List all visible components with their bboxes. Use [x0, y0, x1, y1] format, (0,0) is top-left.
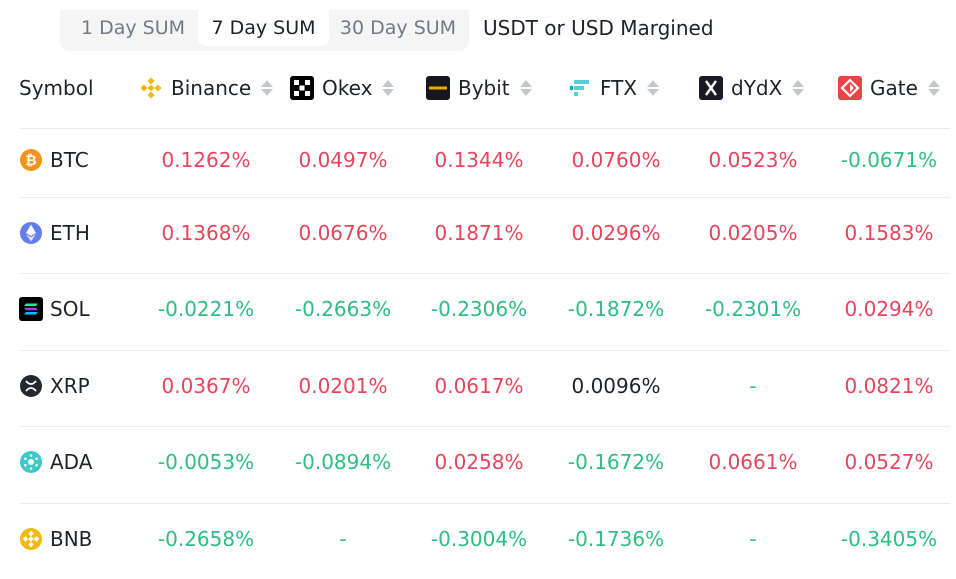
symbol-label: ADA	[50, 450, 93, 474]
row-divider	[19, 503, 950, 504]
column-header-label: Okex	[322, 76, 373, 100]
rate-okex: 0.0201%	[298, 374, 388, 398]
ftx-logo-icon	[570, 80, 589, 96]
tab-1-day-sum[interactable]: 1 Day SUM	[80, 17, 186, 39]
rate-binance: 0.1368%	[161, 221, 251, 245]
bybit-logo-icon	[426, 76, 450, 100]
tab-7-day-sum[interactable]: 7 Day SUM	[198, 10, 329, 46]
column-header-bybit[interactable]: Bybit	[426, 66, 532, 110]
rate-gate: 0.1583%	[844, 221, 934, 245]
rate-binance: -0.0221%	[157, 297, 255, 321]
margin-type-label: USDT or USD Margined	[483, 16, 714, 40]
column-header-okex[interactable]: Okex	[290, 66, 395, 110]
rate-ftx: -0.1872%	[567, 297, 665, 321]
symbol-cell: ADA	[19, 442, 92, 482]
table-row[interactable]: ADA -0.0053% -0.0894% 0.0258% -0.1672% 0…	[0, 442, 956, 482]
symbol-cell: ₿ BTC	[19, 140, 89, 180]
column-header-dydx[interactable]: dYdX	[699, 66, 805, 110]
rate-gate: 0.0527%	[844, 450, 934, 474]
rate-gate: 0.0294%	[844, 297, 934, 321]
rate-ftx: 0.0296%	[571, 221, 661, 245]
rate-dydx: 0.0661%	[708, 450, 798, 474]
rate-gate: -0.0671%	[840, 148, 938, 172]
svg-text:₿: ₿	[25, 153, 36, 169]
period-tabs: 1 Day SUM 7 Day SUM 30 Day SUM	[60, 10, 469, 51]
column-header-label: FTX	[600, 76, 638, 100]
rate-ftx: 0.0760%	[571, 148, 661, 172]
rate-okex: -0.2663%	[294, 297, 392, 321]
rate-binance: -0.0053%	[157, 450, 255, 474]
tab-30-day-sum[interactable]: 30 Day SUM	[339, 17, 457, 39]
column-header-label: Gate	[870, 76, 918, 100]
rate-okex: 0.0497%	[298, 148, 388, 172]
row-divider	[19, 350, 950, 351]
symbol-cell: ETH	[19, 213, 90, 253]
rate-bybit: 0.1344%	[434, 148, 524, 172]
symbol-label: SOL	[50, 297, 90, 321]
rate-binance: 0.0367%	[161, 374, 251, 398]
okex-logo-icon	[290, 76, 314, 100]
table-row[interactable]: BNB -0.2658% - -0.3004% -0.1736% - -0.34…	[0, 519, 956, 559]
binance-logo-icon	[140, 77, 162, 99]
btc-icon: ₿	[20, 149, 42, 171]
sort-arrows-icon[interactable]	[927, 80, 940, 96]
table-row[interactable]: SOL -0.0221% -0.2663% -0.2306% -0.1872% …	[0, 289, 956, 329]
rate-bybit: -0.3004%	[430, 527, 528, 551]
table-header: Symbol Binance Okex	[0, 66, 956, 110]
sol-icon	[19, 297, 43, 321]
eth-icon	[20, 222, 42, 244]
rate-bybit: 0.0258%	[434, 450, 524, 474]
rate-okex: 0.0676%	[298, 221, 388, 245]
row-divider	[19, 273, 950, 274]
column-header-symbol: Symbol	[19, 76, 94, 100]
rate-okex: -0.0894%	[294, 450, 392, 474]
row-divider	[19, 426, 950, 427]
symbol-label: BNB	[50, 527, 93, 551]
rate-bybit: -0.2306%	[430, 297, 528, 321]
gate-logo-icon	[838, 76, 862, 100]
ada-icon	[20, 451, 42, 473]
table-row[interactable]: ₿ BTC 0.1262% 0.0497% 0.1344% 0.0760% 0.…	[0, 140, 956, 180]
dydx-logo-icon	[699, 76, 723, 100]
column-header-gate[interactable]: Gate	[838, 66, 940, 110]
symbol-label: XRP	[50, 374, 90, 398]
sort-arrows-icon[interactable]	[792, 80, 805, 96]
bnb-icon	[20, 528, 42, 550]
rate-binance: -0.2658%	[157, 527, 255, 551]
rate-dydx: 0.0205%	[708, 221, 798, 245]
rate-gate: -0.3405%	[840, 527, 938, 551]
rate-bybit: 0.0617%	[434, 374, 524, 398]
column-header-ftx[interactable]: FTX	[568, 66, 660, 110]
rate-ftx: -0.1672%	[567, 450, 665, 474]
rate-ftx: 0.0096%	[571, 374, 661, 398]
rate-binance: 0.1262%	[161, 148, 251, 172]
column-header-binance[interactable]: Binance	[139, 66, 274, 110]
column-header-label: dYdX	[731, 76, 783, 100]
rate-ftx: -0.1736%	[567, 527, 665, 551]
rate-dydx: -0.2301%	[704, 297, 802, 321]
column-header-label: Binance	[171, 76, 252, 100]
sort-arrows-icon[interactable]	[261, 80, 274, 96]
xrp-icon	[20, 375, 42, 397]
sort-arrows-icon[interactable]	[382, 80, 395, 96]
rate-okex: -	[339, 527, 347, 551]
rate-dydx: -	[749, 374, 757, 398]
rate-dydx: -	[749, 527, 757, 551]
sort-arrows-icon[interactable]	[647, 80, 660, 96]
symbol-cell: BNB	[19, 519, 92, 559]
rate-gate: 0.0821%	[844, 374, 934, 398]
rate-dydx: 0.0523%	[708, 148, 798, 172]
sort-arrows-icon[interactable]	[519, 80, 532, 96]
table-row[interactable]: ETH 0.1368% 0.0676% 0.1871% 0.0296% 0.02…	[0, 213, 956, 253]
symbol-label: BTC	[50, 148, 89, 172]
symbol-cell: SOL	[19, 289, 90, 329]
header-divider	[19, 128, 950, 129]
symbol-cell: XRP	[19, 366, 90, 406]
rate-bybit: 0.1871%	[434, 221, 524, 245]
row-divider	[19, 197, 950, 198]
table-row[interactable]: XRP 0.0367% 0.0201% 0.0617% 0.0096% - 0.…	[0, 366, 956, 406]
column-header-label: Bybit	[458, 76, 510, 100]
symbol-label: ETH	[50, 221, 90, 245]
